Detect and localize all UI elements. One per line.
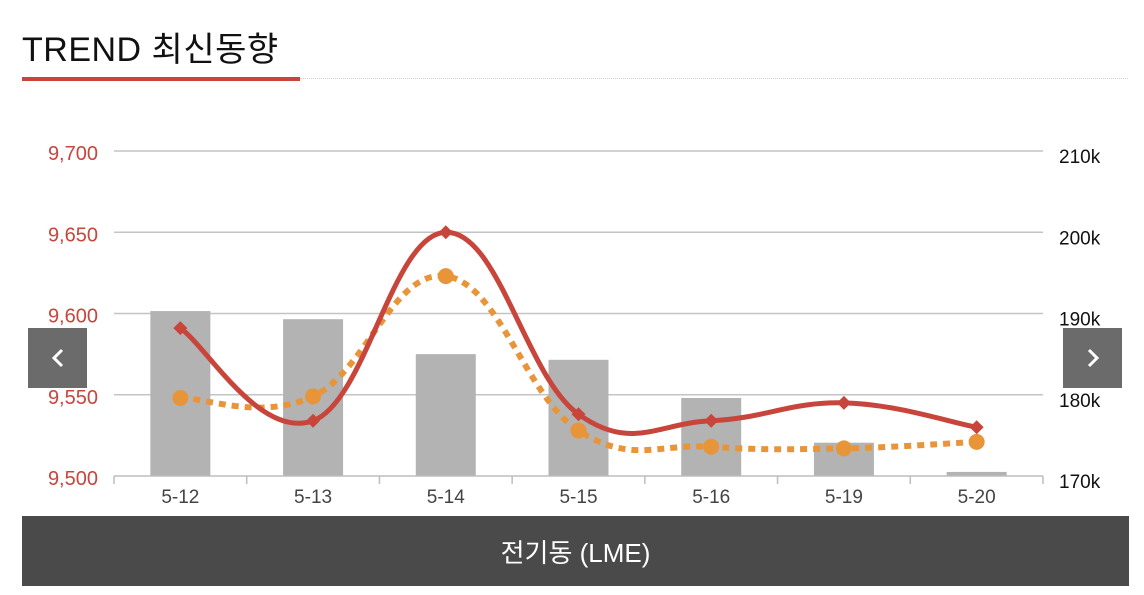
data-point-circle bbox=[835, 440, 852, 457]
x-axis-tick-label: 5-20 bbox=[958, 487, 996, 508]
chart-caption: 전기동 (LME) bbox=[22, 516, 1129, 586]
data-point-diamond bbox=[306, 413, 321, 428]
right-axis-tick-label: 180k bbox=[1059, 391, 1101, 412]
prev-button[interactable] bbox=[28, 328, 87, 388]
left-axis-tick-label: 9,600 bbox=[48, 306, 98, 328]
left-axis-tick-label: 9,650 bbox=[48, 224, 98, 246]
data-point-circle bbox=[172, 390, 189, 406]
data-point-circle bbox=[305, 388, 322, 405]
x-axis-tick-label: 5-13 bbox=[294, 487, 332, 508]
data-point-diamond bbox=[438, 225, 453, 240]
right-axis-tick-label: 200k bbox=[1059, 228, 1101, 249]
right-axis-tick-label: 170k bbox=[1059, 472, 1101, 493]
left-axis-tick-label: 9,700 bbox=[48, 143, 98, 165]
x-axis-tick-label: 5-15 bbox=[559, 487, 597, 508]
right-axis-tick-label: 210k bbox=[1059, 147, 1101, 168]
x-axis-tick-label: 5-12 bbox=[161, 487, 199, 508]
chevron-right-icon bbox=[1085, 347, 1101, 369]
data-point-diamond bbox=[704, 413, 719, 428]
x-axis-tick-label: 5-16 bbox=[692, 487, 730, 508]
data-point-diamond bbox=[969, 420, 984, 435]
data-point-circle bbox=[703, 438, 720, 455]
title-underline bbox=[22, 77, 300, 81]
data-point-circle bbox=[437, 268, 454, 285]
title-divider bbox=[300, 78, 1128, 79]
data-point-circle bbox=[968, 433, 985, 450]
x-axis-tick-label: 5-14 bbox=[427, 487, 465, 508]
page-title: TREND 최신동향 bbox=[22, 31, 279, 69]
left-axis-tick-label: 9,500 bbox=[48, 468, 98, 490]
data-point-diamond bbox=[173, 321, 188, 336]
right-axis-tick-label: 190k bbox=[1059, 310, 1101, 331]
left-axis-tick-label: 9,550 bbox=[48, 387, 98, 409]
data-point-diamond bbox=[571, 407, 586, 422]
next-button[interactable] bbox=[1063, 328, 1122, 388]
chevron-left-icon bbox=[50, 347, 66, 369]
bar bbox=[681, 398, 742, 476]
bar bbox=[415, 354, 476, 476]
data-point-circle bbox=[570, 422, 587, 439]
trend-chart: 9,500 9,550 9,600 9,650 9,700 170k 180k 190k 200… bbox=[48, 143, 1101, 508]
data-point-diamond bbox=[836, 395, 851, 410]
x-axis-tick-label: 5-19 bbox=[825, 487, 863, 508]
bar bbox=[946, 471, 1007, 476]
